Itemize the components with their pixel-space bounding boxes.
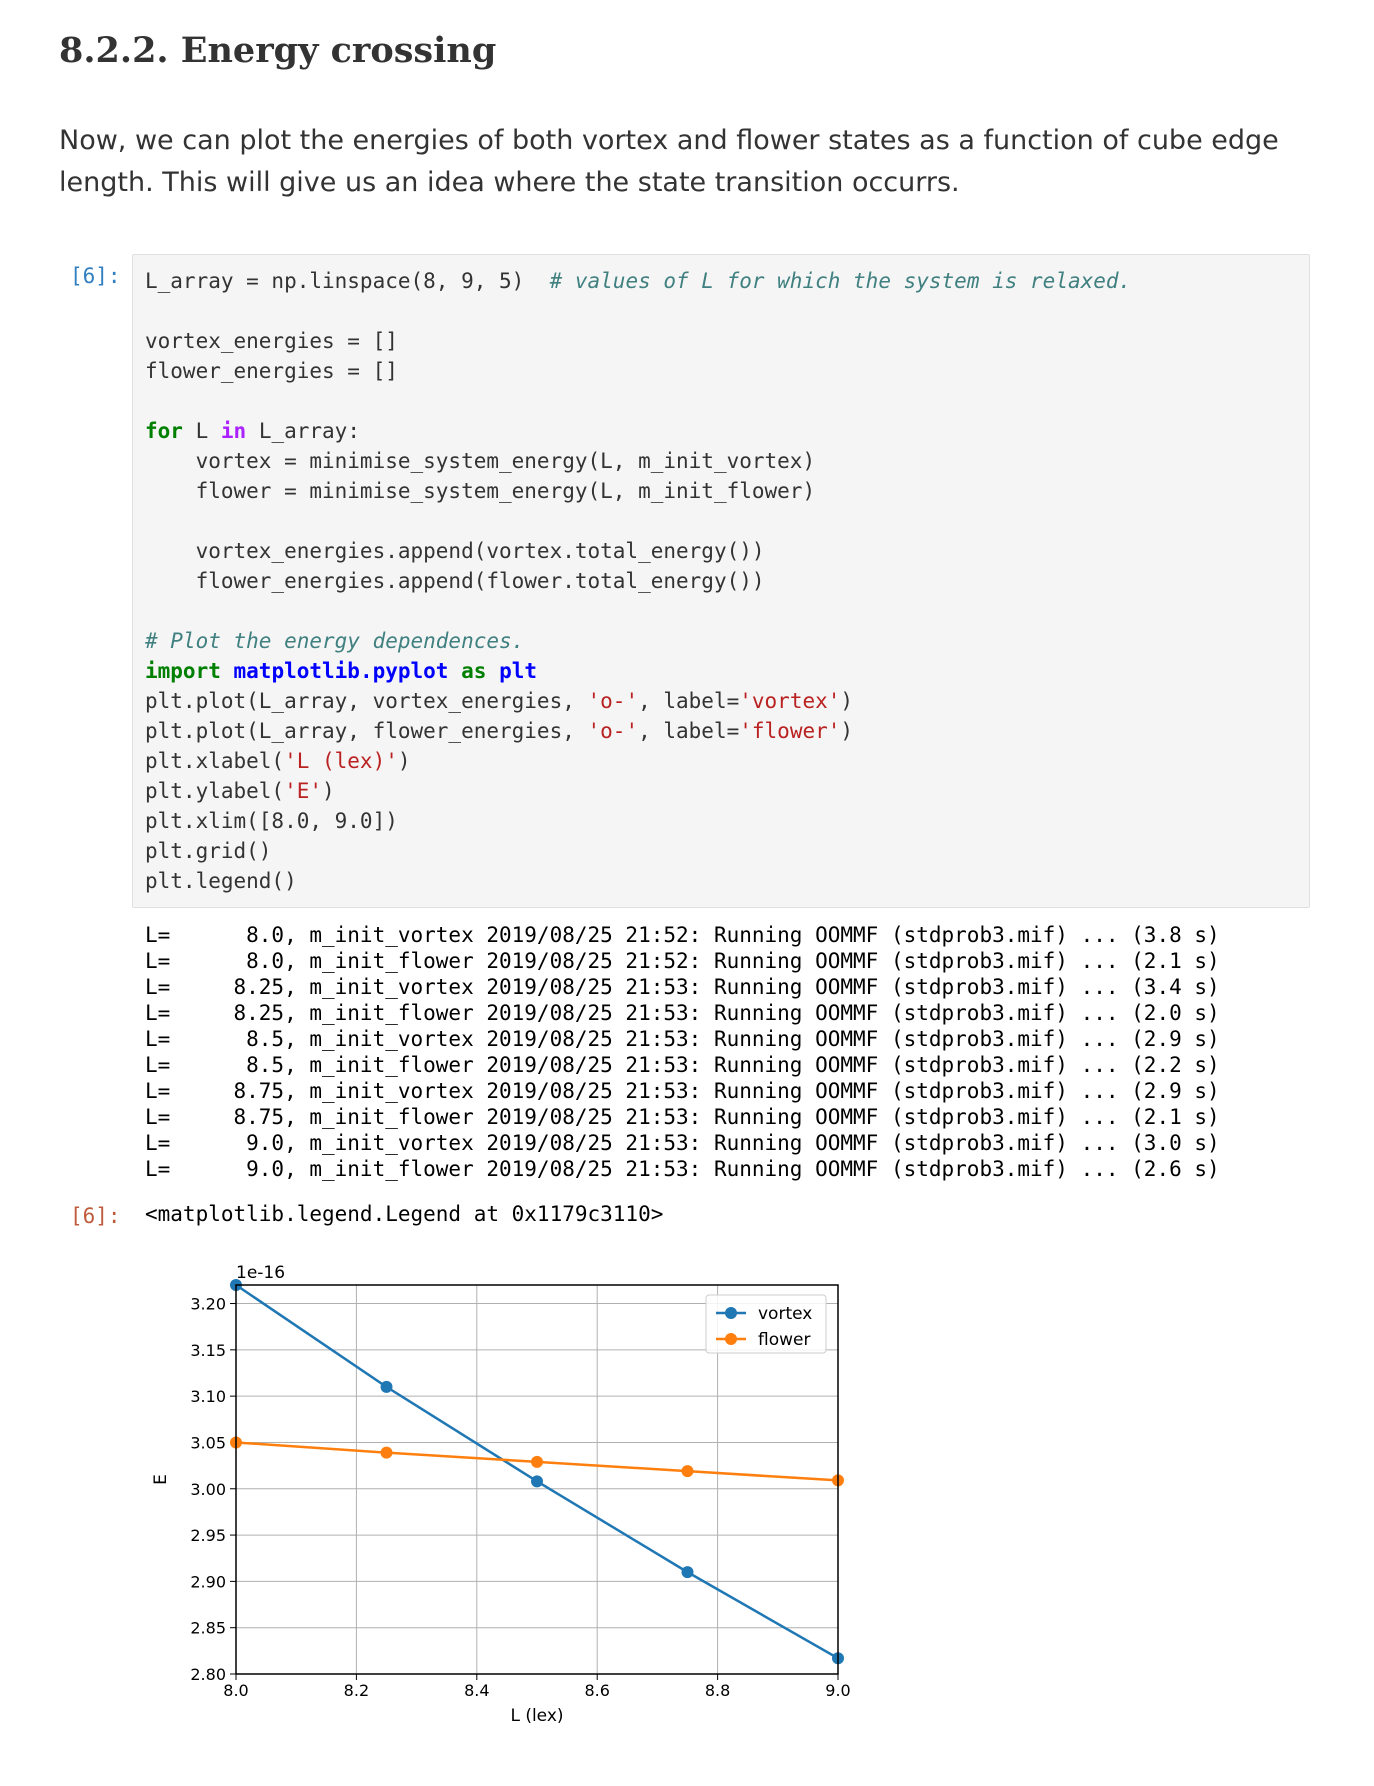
y-tick-label: 2.85 (190, 1619, 226, 1638)
code-line: L_array = np.linspace(8, 9, 5) (145, 269, 525, 293)
legend-marker-vortex (725, 1307, 737, 1319)
y-tick-label: 3.10 (190, 1387, 226, 1406)
code-line: plt.legend() (145, 869, 297, 893)
code-keyword: import (145, 659, 221, 683)
stream-line: L= 9.0, m_init_vortex 2019/08/25 21:53: … (145, 1131, 1220, 1155)
result-text: <matplotlib.legend.Legend at 0x1179c3110… (145, 1202, 664, 1226)
code-line: vortex_energies.append(vortex.total_ener… (145, 539, 765, 563)
code-line: vortex = minimise_system_energy(L, m_ini… (145, 449, 816, 473)
code-line: flower = minimise_system_energy(L, m_ini… (145, 479, 816, 503)
x-axis-label: L (lex) (510, 1706, 563, 1726)
x-tick-label: 8.6 (584, 1681, 609, 1700)
code-line: flower_energies = [] (145, 359, 398, 383)
code-keyword: in (220, 419, 247, 443)
stream-line: L= 8.75, m_init_flower 2019/08/25 21:53:… (145, 1105, 1220, 1129)
x-tick-label: 8.0 (223, 1681, 248, 1700)
data-point-vortex (681, 1566, 694, 1579)
stream-output: L= 8.0, m_init_vortex 2019/08/25 21:52: … (145, 922, 1220, 1182)
x-tick-label: 8.8 (705, 1681, 730, 1700)
y-tick-label: 2.95 (190, 1526, 226, 1545)
stream-line: L= 8.5, m_init_vortex 2019/08/25 21:53: … (145, 1027, 1220, 1051)
y-tick-label: 3.20 (190, 1295, 226, 1314)
code-line: flower_energies.append(flower.total_ener… (145, 569, 765, 593)
x-tick-label: 8.4 (464, 1681, 489, 1700)
x-tick-label: 9.0 (825, 1681, 850, 1700)
output-prompt: [6]: (70, 1204, 121, 1228)
code-line: plt.grid() (145, 839, 272, 863)
data-point-flower (681, 1465, 694, 1478)
y-tick-label: 2.90 (190, 1572, 226, 1591)
code-line: vortex_energies = [] (145, 329, 398, 353)
y-tick-label: 3.05 (190, 1433, 226, 1452)
code-line: plt.xlim([8.0, 9.0]) (145, 809, 398, 833)
section-heading: 8.2.2. Energy crossing (59, 30, 497, 71)
y-tick-label: 2.80 (190, 1665, 226, 1684)
data-point-vortex (531, 1475, 543, 1488)
code-content: L_array = np.linspace(8, 9, 5) # values … (145, 269, 1132, 893)
stream-line: L= 9.0, m_init_flower 2019/08/25 21:53: … (145, 1157, 1220, 1181)
input-prompt: [6]: (70, 264, 121, 288)
code-comment: # Plot the energy dependences. (145, 629, 525, 653)
data-point-flower (531, 1455, 543, 1468)
code-keyword: for (145, 419, 183, 443)
code-keyword: as (461, 659, 487, 683)
code-module: matplotlib.pyplot (233, 659, 449, 683)
y-tick-label: 3.00 (190, 1480, 226, 1499)
data-point-flower (380, 1446, 393, 1459)
stream-line: L= 8.25, m_init_vortex 2019/08/25 21:53:… (145, 975, 1220, 999)
stream-line: L= 8.75, m_init_vortex 2019/08/25 21:53:… (145, 1079, 1220, 1103)
stream-line: L= 8.0, m_init_vortex 2019/08/25 21:52: … (145, 923, 1220, 947)
legend-label-flower: flower (758, 1330, 810, 1350)
data-point-vortex (380, 1380, 393, 1393)
stream-line: L= 8.0, m_init_flower 2019/08/25 21:52: … (145, 949, 1220, 973)
code-module: plt (499, 659, 537, 683)
legend-label-vortex: vortex (758, 1304, 812, 1324)
y-axis-label: E (151, 1474, 171, 1485)
code-comment: # values of L for which the system is re… (549, 269, 1132, 293)
intro-paragraph: Now, we can plot the energies of both vo… (59, 125, 1279, 198)
y-tick-label: 3.15 (190, 1341, 226, 1360)
stream-line: L= 8.5, m_init_flower 2019/08/25 21:53: … (145, 1053, 1220, 1077)
x-tick-label: 8.2 (344, 1681, 369, 1700)
code-cell-editor[interactable] (132, 254, 1310, 908)
energy-chart: 8.0 8.2 8.4 8.6 8.8 9.0 2.80 2.85 2.90 2.95 3.00 3.… (151, 1263, 851, 1726)
legend-marker-flower (725, 1333, 737, 1345)
stream-line: L= 8.25, m_init_flower 2019/08/25 21:53:… (145, 1001, 1220, 1025)
y-offset-label: 1e-16 (236, 1263, 285, 1283)
plot-frame (235, 1284, 839, 1675)
